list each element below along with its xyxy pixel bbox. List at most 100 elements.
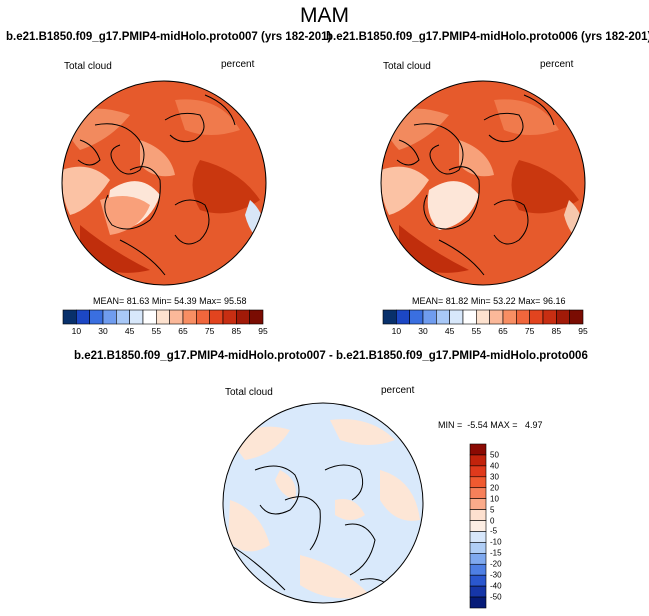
diff-colorbar-swatch <box>469 487 487 499</box>
panel-1-mean-value: 81.63 <box>126 296 150 306</box>
diff-colorbar-swatch <box>469 553 487 565</box>
panel-2-min-value: 53.22 <box>493 296 516 306</box>
panel-2-colorbar-label: 95 <box>578 326 588 336</box>
panel-1-colorbar-labels: 10 30 45 55 65 75 85 95 <box>63 326 268 338</box>
panel-2-colorbar-swatch <box>409 309 424 325</box>
diff-colorbar-label: -50 <box>490 592 502 602</box>
panel-1-colorbar-label: 95 <box>258 326 268 336</box>
panel-2-max-value: 96.16 <box>542 296 566 306</box>
diff-colorbar-swatch <box>469 520 487 532</box>
panel-1-mean-label: MEAN= <box>93 296 125 306</box>
diff-colorbar-label: 40 <box>490 461 499 471</box>
panel-2-colorbar-swatch <box>476 309 490 325</box>
panel-1-colorbar-label: 75 <box>204 326 215 336</box>
panel-1-colorbar-label: 85 <box>231 326 242 336</box>
panel-1-colorbar-swatch <box>182 309 197 325</box>
diff-colorbar-swatch <box>469 596 487 609</box>
panel-2-colorbar-swatch <box>516 309 530 325</box>
diff-colorbar-label: 0 <box>490 516 495 526</box>
diff-colorbar-swatch <box>469 476 487 489</box>
diff-panel-variable: Total cloud <box>225 387 273 398</box>
diff-colorbar-swatch <box>469 465 487 478</box>
page-title: MAM <box>300 4 349 27</box>
diff-colorbar-swatch <box>469 563 487 576</box>
panel-2-colorbar-label: 75 <box>524 326 535 336</box>
panel-1-max-label: Max= <box>199 296 222 306</box>
panel-1-min-label: Min= <box>151 296 172 306</box>
panel-2-colorbar <box>382 309 584 325</box>
panel-2-stats: MEAN= 81.82 Min= 53.22 Max= 96.16 <box>412 296 565 306</box>
panel-1-colorbar-swatch <box>209 309 224 325</box>
panel-2-colorbar-label: 55 <box>471 326 482 336</box>
panel-2-colorbar-swatch <box>569 309 584 325</box>
panel-1-units: percent <box>221 59 255 70</box>
panel-2-mean-value: 81.82 <box>445 296 469 306</box>
panel-1-colorbar-label: 45 <box>124 326 135 336</box>
panel-1-colorbar-label: 10 <box>71 326 82 336</box>
panel-2-colorbar-swatch <box>382 309 397 325</box>
diff-panel-units: percent <box>381 385 415 396</box>
panel-2-variable: Total cloud <box>383 61 431 72</box>
diff-colorbar-swatch <box>469 531 487 543</box>
panel-1-max-value: 95.58 <box>223 296 247 306</box>
diff-colorbar-label: 20 <box>490 483 499 493</box>
panel-2-colorbar-label: 10 <box>391 326 402 336</box>
panel-1-stats: MEAN= 81.63 Min= 54.39 Max= 95.58 <box>93 296 246 306</box>
diff-colorbar-label: -5 <box>490 526 498 536</box>
panel-1-colorbar-label: 65 <box>178 326 188 336</box>
panel-2-colorbar-swatch <box>422 309 437 325</box>
panel-1-min-value: 54.39 <box>174 296 197 306</box>
panel-1-colorbar-swatch <box>236 309 250 325</box>
panel-1-colorbar-swatch <box>249 309 264 325</box>
panel-1-colorbar-label: 55 <box>151 326 162 336</box>
panel-1-colorbar <box>62 309 264 325</box>
diff-colorbar-label: -20 <box>490 559 502 569</box>
diff-colorbar-swatch <box>469 454 487 467</box>
panel-2-max-label: Max= <box>518 296 541 306</box>
panel-2-colorbar-label: 30 <box>418 326 428 336</box>
panel-2-colorbar-swatch <box>542 309 557 325</box>
panel-2-colorbar-swatch <box>529 309 544 325</box>
diff-colorbar-swatch <box>469 443 487 456</box>
panel-2-colorbar-swatch <box>502 309 517 325</box>
panel-1-colorbar-swatch <box>129 309 144 325</box>
panel-2-colorbar-swatch <box>489 309 504 325</box>
panel-2-title: b.e21.B1850.f09_g17.PMIP4-midHolo.proto0… <box>326 31 649 43</box>
panel-1-colorbar-swatch <box>196 309 210 325</box>
panel-2-colorbar-labels: 10 30 45 55 65 75 85 95 <box>383 326 588 338</box>
panel-1-colorbar-swatch <box>116 309 130 325</box>
diff-colorbar-label: -15 <box>490 548 502 558</box>
panel-1-colorbar-swatch <box>222 309 237 325</box>
panel-2-colorbar-swatch <box>449 309 464 325</box>
panel-1-colorbar-swatch <box>102 309 117 325</box>
panel-2-colorbar-label: 85 <box>551 326 562 336</box>
panel-1-colorbar-swatch <box>169 309 184 325</box>
panel-2-colorbar-label: 65 <box>498 326 508 336</box>
panel-2-min-label: Min= <box>470 296 491 306</box>
diff-colorbar-swatch <box>469 574 487 587</box>
panel-2-colorbar-swatch <box>462 309 477 325</box>
diff-panel-title: b.e21.B1850.f09_g17.PMIP4-midHolo.proto0… <box>74 350 588 362</box>
panel-2-colorbar-swatch <box>396 309 410 325</box>
panel-1-colorbar-swatch <box>156 309 170 325</box>
diff-colorbar-label: 50 <box>490 450 499 460</box>
panel-1-colorbar-label: 30 <box>98 326 108 336</box>
diff-colorbar-label: 30 <box>490 472 499 482</box>
diff-panel-stats: MIN = -5.54 MAX = 4.97 <box>438 420 543 430</box>
panel-2-units: percent <box>540 59 574 70</box>
panel-1-title: b.e21.B1850.f09_g17.PMIP4-midHolo.proto0… <box>6 31 332 43</box>
diff-colorbar-swatch <box>469 585 487 598</box>
diff-colorbar <box>469 443 487 609</box>
diff-colorbar-swatch <box>469 498 487 510</box>
diff-colorbar-label: 10 <box>490 494 499 504</box>
diff-colorbar-swatch <box>469 542 487 554</box>
panel-2-colorbar-swatch <box>556 309 570 325</box>
panel-1-variable: Total cloud <box>64 61 112 72</box>
panel-1-colorbar-swatch <box>89 309 104 325</box>
diff-colorbar-label: -30 <box>490 570 502 580</box>
panel-2-mean-label: MEAN= <box>412 296 444 306</box>
panel-1-colorbar-swatch <box>142 309 157 325</box>
diff-colorbar-label: -10 <box>490 537 502 547</box>
panel-1-colorbar-swatch <box>76 309 90 325</box>
